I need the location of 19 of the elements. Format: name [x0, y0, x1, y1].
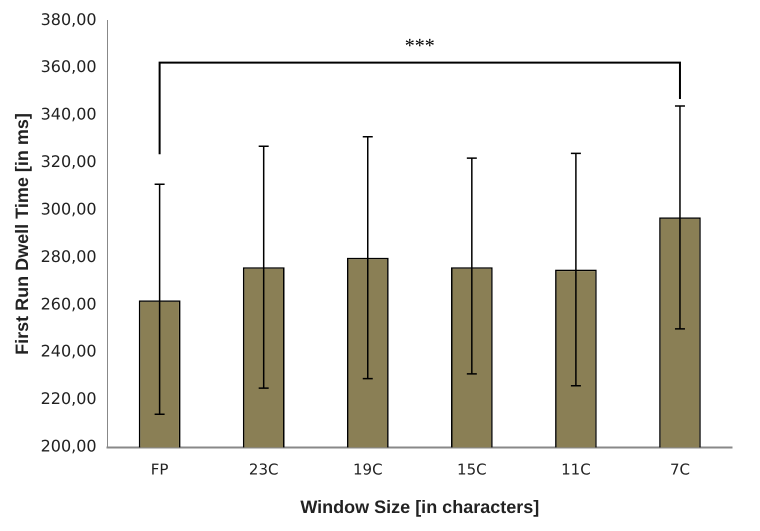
y-tick-label: 220,00 [40, 389, 97, 408]
y-tick-label: 360,00 [40, 57, 97, 76]
y-tick-label: 320,00 [40, 152, 97, 172]
y-tick-label: 340,00 [40, 104, 97, 124]
y-tick-label: 300,00 [40, 199, 97, 218]
y-tick-label: 260,00 [40, 294, 97, 314]
x-tick-label: 7C [670, 460, 690, 478]
x-tick-label: FP [150, 460, 168, 478]
y-tick-label: 380,00 [40, 10, 97, 29]
x-tick-label: 11C [561, 460, 591, 478]
annotation: *** [404, 34, 435, 57]
x-tick-label: 23C [248, 460, 278, 478]
y-axis-title: First Run Dwell Time [in ms] [12, 113, 32, 355]
x-axis-title: Window Size [in characters] [300, 497, 540, 518]
x-tick-label: 19C [352, 460, 383, 478]
y-tick-label: 200,00 [40, 436, 97, 456]
y-tick-label: 240,00 [40, 342, 97, 361]
y-tick-label: 280,00 [40, 246, 97, 266]
x-tick-label: 15C [457, 460, 487, 478]
